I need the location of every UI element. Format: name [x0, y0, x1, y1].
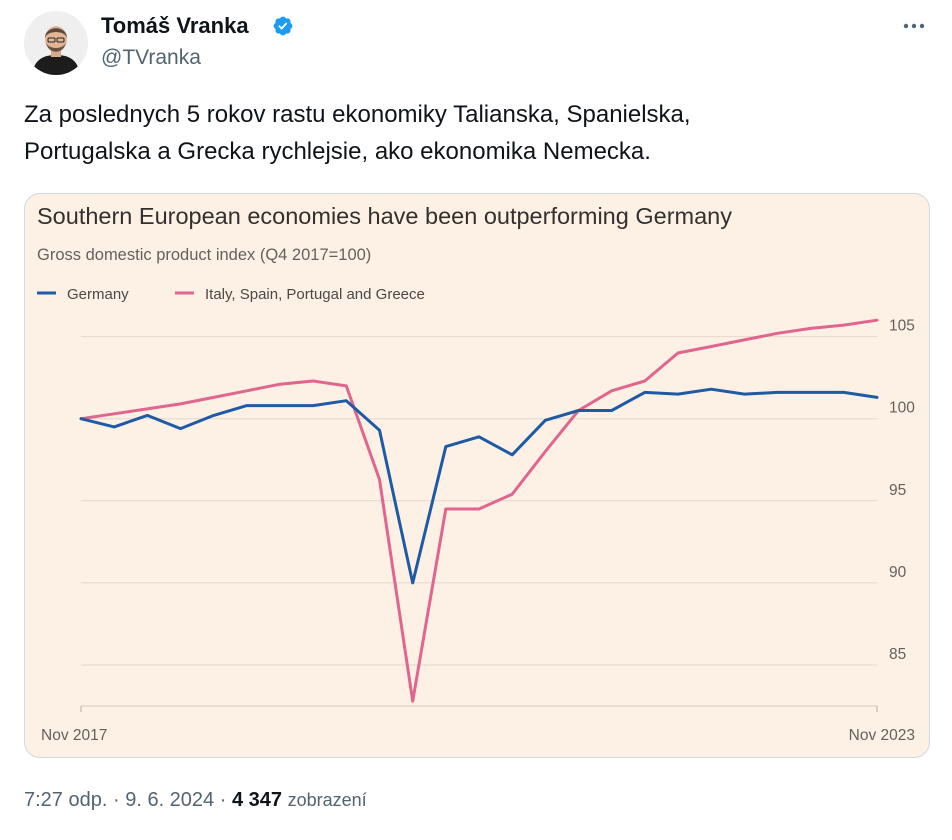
- y-tick-label: 105: [889, 318, 915, 335]
- chart-legend: Germany Italy, Spain, Portugal and Greec…: [37, 286, 425, 303]
- meta-separator: ·: [214, 789, 232, 811]
- chart-title: Southern European economies have been ou…: [37, 203, 732, 229]
- tweet-text-line: Portugalska a Grecka rychlejsie, ako eko…: [24, 138, 651, 165]
- avatar[interactable]: [24, 11, 88, 75]
- y-tick-label: 85: [889, 646, 906, 663]
- tweet-text: Za poslednych 5 rokov rastu ekonomiky Ta…: [24, 96, 924, 170]
- y-tick-label: 100: [889, 400, 915, 417]
- chart-grid: [80, 336, 878, 712]
- y-tick-label: 90: [889, 564, 907, 581]
- tweet-meta: 7:27 odp. · 9. 6. 2024 · 4 347 zobrazení: [24, 786, 367, 814]
- author-handle[interactable]: @TVranka: [101, 46, 201, 69]
- y-axis-ticks: 85 90 95 100 105: [889, 318, 915, 663]
- series-line-germany: [79, 387, 879, 585]
- meta-separator: ·: [107, 789, 126, 811]
- y-tick-label: 95: [889, 482, 906, 499]
- tweet-time[interactable]: 7:27 odp.: [24, 789, 108, 811]
- more-options-button[interactable]: [900, 14, 928, 38]
- x-tick-label-start: Nov 2017: [41, 727, 107, 744]
- views-count: 4 347: [231, 789, 283, 811]
- chart: Southern European economies have been ou…: [37, 203, 915, 744]
- tweet-date[interactable]: 9. 6. 2024: [125, 789, 215, 811]
- more-options-icon: [903, 23, 925, 29]
- series-line-south: [79, 318, 879, 703]
- chart-subtitle: Gross domestic product index (Q4 2017=10…: [37, 246, 371, 264]
- author-name[interactable]: Tomáš Vranka: [101, 13, 249, 38]
- tweet-text-line: Za poslednych 5 rokov rastu ekonomiky Ta…: [24, 101, 691, 128]
- avatar-photo: [24, 11, 88, 75]
- views-label: zobrazení: [287, 790, 367, 810]
- chart-series: [79, 318, 879, 703]
- tweet-media-chart[interactable]: Southern European economies have been ou…: [24, 193, 930, 758]
- legend-label-south: Italy, Spain, Portugal and Greece: [205, 286, 425, 303]
- legend-label-germany: Germany: [67, 286, 129, 303]
- verified-badge-icon: [273, 16, 293, 36]
- x-tick-label-end: Nov 2023: [849, 727, 915, 744]
